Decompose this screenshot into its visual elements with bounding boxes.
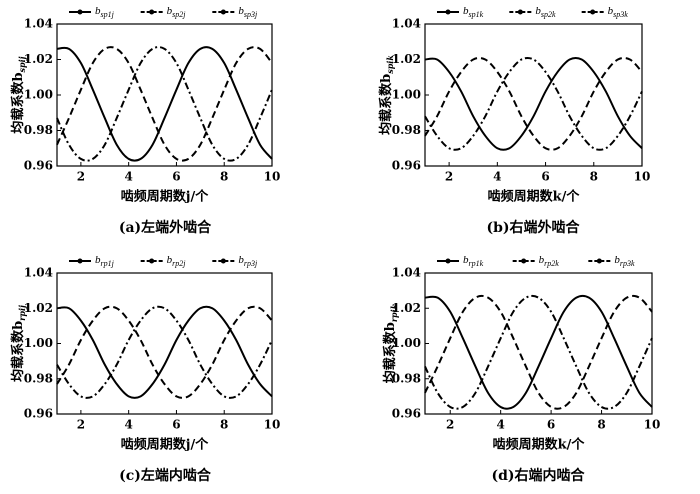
legend-marker xyxy=(596,258,602,264)
x-tick-label: 6 xyxy=(172,418,180,432)
y-tick-label: 1.02 xyxy=(24,52,53,66)
y-tick-label: 1.02 xyxy=(24,301,53,315)
legend-label: bsp1k xyxy=(463,5,484,20)
y-tick-label: 1.00 xyxy=(24,88,53,102)
series-line xyxy=(424,294,653,410)
y-tick-label: 0.98 xyxy=(392,123,421,137)
legend-marker xyxy=(517,9,523,15)
legend-marker xyxy=(77,9,83,15)
y-axis-label: 均载系数brpik xyxy=(382,303,400,383)
legend-label: brp3j xyxy=(238,254,258,269)
series-line xyxy=(56,46,273,162)
x-axis-label: 啮频周期数k/个 xyxy=(493,437,586,453)
y-axis-label: 均载系数brpij xyxy=(10,305,28,382)
legend-marker xyxy=(220,9,226,15)
y-tick-label: 0.98 xyxy=(24,123,53,137)
x-tick-label: 2 xyxy=(445,170,453,184)
x-tick-label: 8 xyxy=(220,418,228,432)
y-axis-label: 均载系数bspik xyxy=(378,55,396,135)
series-line xyxy=(424,56,643,151)
caption: (d)右端内啮合 xyxy=(491,467,585,484)
x-tick-label: 2 xyxy=(77,170,85,184)
plot-frame xyxy=(56,23,273,167)
series-line xyxy=(424,56,643,151)
x-tick-label: 6 xyxy=(541,170,549,184)
x-tick-label: 10 xyxy=(644,418,661,432)
legend-label: bsp1j xyxy=(95,5,115,20)
y-tick-label: 0.98 xyxy=(392,371,421,385)
legend-label: bsp3j xyxy=(238,5,258,20)
y-tick-label: 1.04 xyxy=(24,266,53,280)
x-tick-label: 6 xyxy=(172,170,180,184)
legend-marker xyxy=(445,258,451,264)
panel: 2 4 6 8 10 0.96 0.98 1.00 1.02 1.04 啮频周期数j/个 均载系数bs… xyxy=(10,5,281,236)
x-tick-label: 2 xyxy=(446,418,454,432)
x-tick-label: 10 xyxy=(634,170,651,184)
y-tick-label: 1.02 xyxy=(392,52,421,66)
series-line xyxy=(56,305,273,399)
panel: 2 4 6 8 10 0.96 0.98 1.00 1.02 1.04 啮频周期数k/个 均载系数br… xyxy=(382,254,661,484)
x-tick-label: 4 xyxy=(493,170,501,184)
x-tick-label: 4 xyxy=(496,418,504,432)
caption: (a)左端外啮合 xyxy=(119,219,212,236)
plot-frame xyxy=(56,272,273,415)
y-tick-label: 1.00 xyxy=(24,336,53,350)
y-tick-label: 0.96 xyxy=(24,407,53,421)
panel: 2 4 6 8 10 0.96 0.98 1.00 1.02 1.04 啮频周期数k/个 均载系数bs… xyxy=(378,5,651,236)
y-tick-label: 0.96 xyxy=(392,407,421,421)
legend-marker xyxy=(521,258,527,264)
legend-marker xyxy=(149,258,155,264)
legend-marker xyxy=(445,9,451,15)
legend-marker xyxy=(590,9,596,15)
x-axis-label: 啮频周期数j/个 xyxy=(121,437,209,453)
y-tick-label: 0.96 xyxy=(392,159,421,173)
y-tick-label: 0.96 xyxy=(24,159,53,173)
x-tick-label: 8 xyxy=(597,418,605,432)
legend-marker xyxy=(149,9,155,15)
x-tick-label: 4 xyxy=(124,418,132,432)
legend-label: bsp2k xyxy=(535,5,556,20)
x-tick-label: 10 xyxy=(264,170,281,184)
x-tick-label: 8 xyxy=(590,170,598,184)
legend-label: brp1k xyxy=(463,254,484,269)
y-tick-label: 1.04 xyxy=(392,17,421,31)
y-tick-label: 1.04 xyxy=(392,266,421,280)
legend-label: bsp2j xyxy=(167,5,187,20)
series-line xyxy=(424,294,653,410)
y-tick-label: 0.98 xyxy=(24,371,53,385)
legend-label: brp3k xyxy=(614,254,635,269)
caption: (b)右端外啮合 xyxy=(486,219,580,236)
x-tick-label: 2 xyxy=(77,418,85,432)
series-line xyxy=(56,46,273,162)
x-tick-label: 6 xyxy=(547,418,555,432)
y-axis-label: 均载系数bspij xyxy=(10,56,28,133)
x-tick-label: 10 xyxy=(264,418,281,432)
y-tick-label: 1.04 xyxy=(24,17,53,31)
series-line xyxy=(56,305,273,399)
y-tick-label: 1.02 xyxy=(392,301,421,315)
series-line xyxy=(424,56,643,151)
legend-label: bsp3k xyxy=(608,5,629,20)
panel: 2 4 6 8 10 0.96 0.98 1.00 1.02 1.04 啮频周期数j/个 均载系数br… xyxy=(10,254,281,484)
plot-frame xyxy=(424,272,653,415)
series-line xyxy=(424,294,653,410)
x-axis-label: 啮频周期数k/个 xyxy=(488,189,581,205)
x-tick-label: 8 xyxy=(220,170,228,184)
legend-marker xyxy=(220,258,226,264)
legend-label: brp2j xyxy=(167,254,187,269)
y-tick-label: 1.00 xyxy=(392,88,421,102)
x-tick-label: 4 xyxy=(124,170,132,184)
y-tick-label: 1.00 xyxy=(392,336,421,350)
legend-label: brp2k xyxy=(539,254,560,269)
plot-frame xyxy=(424,23,643,167)
caption: (c)左端内啮合 xyxy=(119,467,212,484)
x-axis-label: 啮频周期数j/个 xyxy=(121,189,209,205)
legend-marker xyxy=(77,258,83,264)
legend-label: brp1j xyxy=(95,254,115,269)
series-line xyxy=(56,46,273,162)
